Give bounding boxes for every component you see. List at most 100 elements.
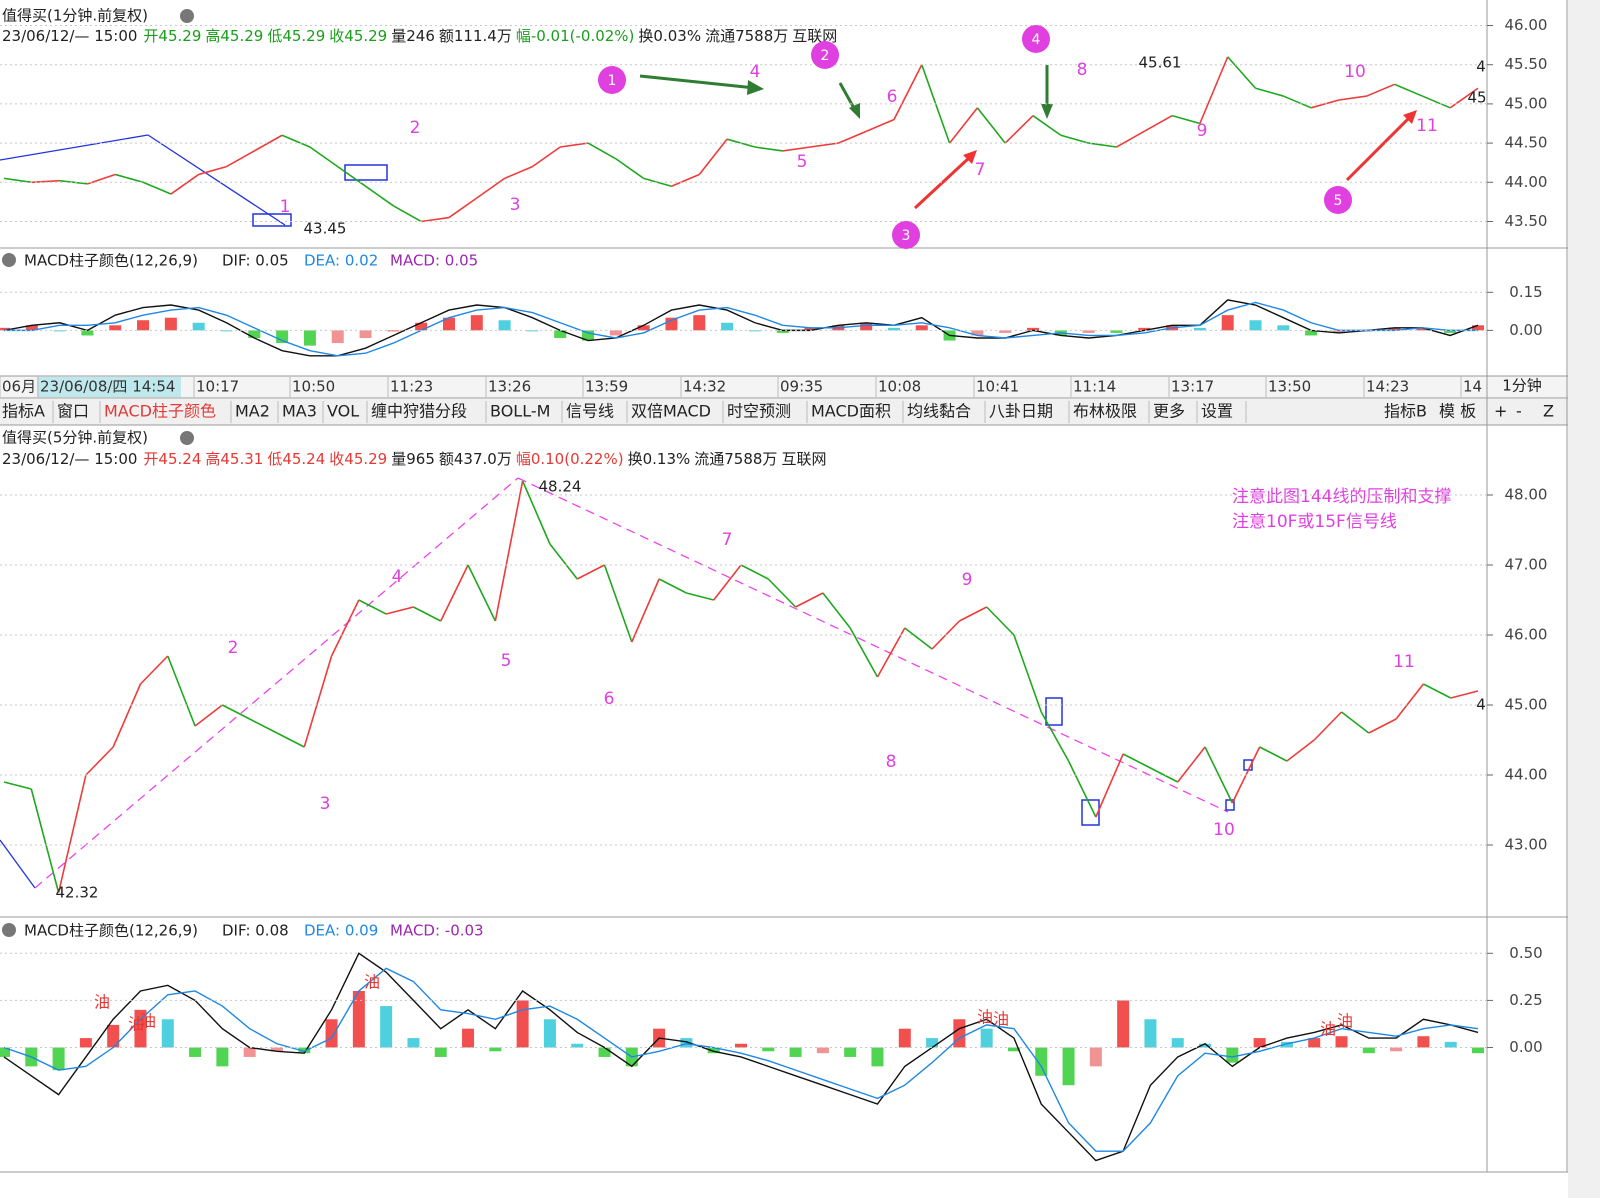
time-label: 10:08 [878, 378, 921, 396]
price-segment [822, 592, 851, 629]
oil-label: 油 [1320, 1020, 1336, 1039]
toolbar-button[interactable]: 双倍MACD [631, 402, 711, 421]
macd-bar [1035, 1047, 1048, 1076]
macd-bar [1253, 1038, 1266, 1048]
price-segment [1177, 746, 1206, 783]
toolbar-button[interactable]: 指标A [2, 402, 45, 421]
macd-bar [735, 1043, 747, 1048]
price-segment [253, 134, 283, 152]
price-segment [467, 564, 497, 622]
macd-bar [1089, 1047, 1102, 1067]
price-segment [671, 173, 700, 187]
price-segment [754, 146, 783, 152]
time-label: 09:35 [780, 378, 823, 396]
info-item: 换0.13% [628, 450, 691, 468]
toolbar-button[interactable]: 模 板 [1439, 402, 1476, 421]
time-label: 10:17 [196, 378, 239, 396]
macd-bar [1305, 330, 1318, 336]
price-segment [904, 627, 933, 650]
price-segment [226, 150, 255, 168]
toolbar-button[interactable]: MA3 [282, 402, 317, 421]
price-segment [643, 177, 672, 187]
price-segment [948, 107, 979, 144]
toolbar-button[interactable]: MACD柱子颜色 [104, 402, 216, 421]
price-segment [1449, 87, 1479, 109]
info-line: 23/06/12/— 15:00 开45.29 高45.29 低45.29 收45.29… [2, 27, 837, 45]
info-item: 开45.29 [143, 27, 201, 45]
toolbar-button[interactable]: MA2 [235, 402, 270, 421]
toolbar-button[interactable]: 设置 [1201, 402, 1233, 421]
toolbar-button[interactable]: 指标B [1384, 402, 1427, 421]
macd-bar [1117, 1000, 1130, 1048]
macd-bar [789, 1047, 802, 1057]
macd-bar [776, 330, 789, 333]
info-item: 幅-0.01(-0.02%) [516, 27, 635, 45]
macd-bar [543, 1019, 556, 1048]
price-segment [1338, 95, 1367, 101]
macd-bar [637, 325, 650, 331]
price-segment [276, 732, 305, 748]
y-tick-label: 45.50 [1505, 55, 1548, 73]
toolbar-button[interactable]: 布林极限 [1073, 402, 1137, 421]
price-segment [1283, 95, 1312, 109]
price-segment [392, 205, 422, 223]
oil-label: 油 [364, 973, 380, 992]
toolbar-button[interactable]: - [1516, 402, 1522, 421]
time-label: 06月 [2, 378, 36, 396]
macd-bar [109, 325, 122, 331]
macd-bar [1362, 1047, 1375, 1054]
dropdown-icon[interactable] [2, 923, 16, 937]
info-item: 量965 [391, 450, 435, 468]
toolbar-button[interactable]: 缠中狩猎分段 [371, 402, 467, 421]
macd-bar [161, 1019, 174, 1048]
toolbar-button[interactable]: BOLL-M [490, 402, 550, 421]
macd-bar [79, 1038, 92, 1048]
dropdown-icon[interactable] [2, 253, 16, 267]
callout-number: 3 [902, 228, 911, 244]
title-1min: 值得买(1分钟.前复权) [2, 7, 148, 25]
callout-circle [1022, 25, 1050, 53]
macd-bar [1472, 1047, 1484, 1054]
price-segment [1150, 767, 1179, 783]
macd-bar [693, 315, 706, 331]
wave-label: 6 [604, 689, 615, 709]
callout-circle [1324, 186, 1352, 214]
toolbar-button[interactable]: Z [1543, 402, 1554, 421]
toolbar-button[interactable]: 时空预测 [727, 402, 791, 421]
macd-bar [387, 330, 400, 332]
macd-bar [1138, 327, 1151, 331]
price-segment [413, 606, 442, 622]
macd-bar [53, 330, 66, 332]
toolbar-button[interactable]: VOL [327, 402, 359, 421]
price-segment [603, 564, 633, 643]
toolbar-button[interactable]: + [1494, 402, 1507, 421]
period-label[interactable]: 1分钟 [1502, 377, 1542, 395]
macd-bar [1226, 1047, 1239, 1063]
y-tick-label: 43.00 [1505, 836, 1548, 854]
toolbar-button[interactable]: 八卦日期 [989, 402, 1053, 421]
toolbar-button[interactable]: 均线黏合 [907, 402, 971, 421]
dropdown-icon[interactable] [180, 431, 194, 445]
toolbar-button[interactable]: 信号线 [566, 402, 614, 421]
price-segment [740, 564, 769, 580]
price-segment [1004, 115, 1034, 144]
price-segment [1040, 711, 1070, 762]
macd-bar [1472, 325, 1484, 331]
macd-bar [582, 330, 595, 341]
macd-bar [1416, 327, 1429, 331]
toolbar-button[interactable]: 窗口 [57, 402, 89, 421]
macd-bar [1199, 1043, 1212, 1048]
dropdown-icon[interactable] [180, 9, 194, 23]
macd-bar [270, 1047, 283, 1052]
wave-label: 4 [392, 567, 403, 587]
toolbar-button[interactable]: 更多 [1153, 402, 1185, 421]
price-segment [1227, 56, 1257, 89]
macd-header: MACD柱子颜色(12,26,9) [24, 922, 198, 940]
macd-bar [915, 325, 928, 331]
macd-bar [1308, 1038, 1321, 1048]
macd-header: MACD柱子颜色(12,26,9) [24, 252, 198, 270]
info-item: 低45.24 [267, 450, 325, 468]
macd-bar [816, 1047, 829, 1054]
macd-bar [325, 1019, 338, 1048]
toolbar-button[interactable]: MACD面积 [811, 402, 891, 421]
